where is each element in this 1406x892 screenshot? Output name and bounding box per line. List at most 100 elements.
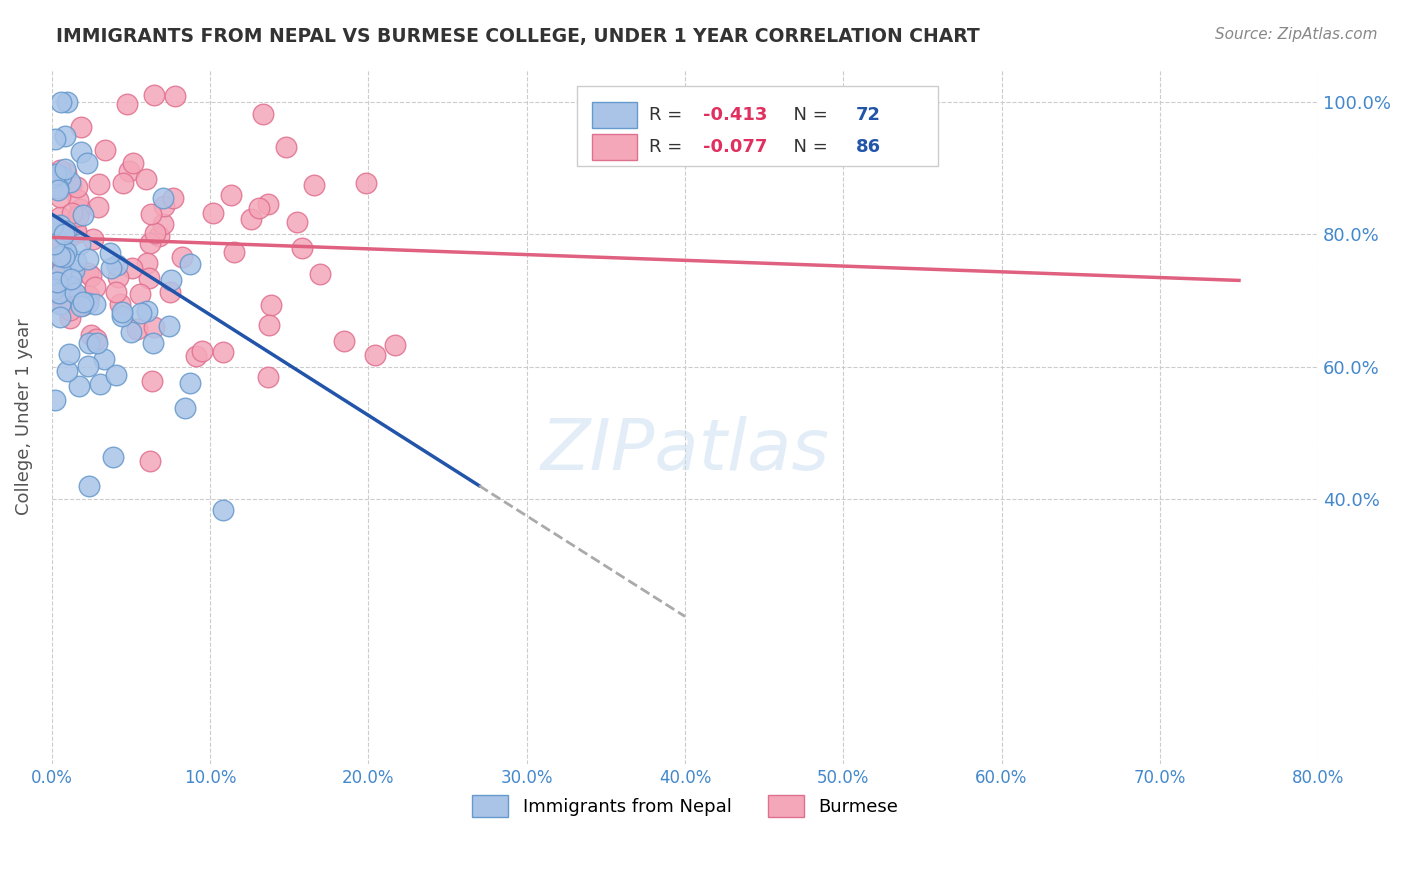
Point xyxy=(212,344,235,359)
Point xyxy=(105,285,128,299)
Point xyxy=(48,239,70,253)
Point xyxy=(136,256,159,270)
Point xyxy=(82,231,104,245)
Point xyxy=(55,244,77,259)
Point xyxy=(48,219,70,234)
Point xyxy=(100,260,122,275)
Point xyxy=(45,167,67,181)
Point xyxy=(60,206,83,220)
Text: IMMIGRANTS FROM NEPAL VS BURMESE COLLEGE, UNDER 1 YEAR CORRELATION CHART: IMMIGRANTS FROM NEPAL VS BURMESE COLLEGE… xyxy=(56,27,980,45)
Point xyxy=(49,291,72,305)
Point xyxy=(59,176,82,190)
FancyBboxPatch shape xyxy=(592,102,637,128)
Point xyxy=(67,193,90,207)
Point xyxy=(76,155,98,169)
Point xyxy=(69,237,91,252)
Point xyxy=(53,129,76,144)
Point xyxy=(58,347,80,361)
Point xyxy=(52,250,75,264)
Point xyxy=(46,183,69,197)
Point xyxy=(49,95,72,109)
Point xyxy=(63,262,86,277)
Point xyxy=(287,215,309,229)
Point xyxy=(107,270,129,285)
Point xyxy=(110,305,132,319)
Text: 72: 72 xyxy=(856,106,882,124)
Point xyxy=(184,350,207,364)
Point xyxy=(121,261,143,276)
Point xyxy=(49,250,72,264)
Point xyxy=(302,178,325,193)
Point xyxy=(135,172,157,186)
Point xyxy=(87,200,110,214)
Legend: Immigrants from Nepal, Burmese: Immigrants from Nepal, Burmese xyxy=(465,788,905,824)
Point xyxy=(222,244,245,259)
Point xyxy=(60,179,83,194)
Point xyxy=(159,319,181,334)
Point xyxy=(51,284,73,298)
Text: -0.077: -0.077 xyxy=(703,138,768,156)
Point xyxy=(139,236,162,251)
Point xyxy=(252,107,274,121)
Point xyxy=(80,327,103,342)
Point xyxy=(58,231,80,245)
Point xyxy=(257,318,280,333)
Point xyxy=(84,280,107,294)
Point xyxy=(172,250,194,264)
Point xyxy=(55,245,77,260)
Point xyxy=(67,378,90,392)
Point xyxy=(77,289,100,303)
Point xyxy=(77,359,100,373)
Point xyxy=(53,227,76,242)
FancyBboxPatch shape xyxy=(592,134,637,161)
Point xyxy=(247,202,270,216)
Point xyxy=(55,364,77,378)
Point xyxy=(42,218,65,232)
Point xyxy=(48,264,70,278)
Point xyxy=(148,229,170,244)
Point xyxy=(70,120,93,134)
Point xyxy=(221,188,243,202)
Point xyxy=(83,296,105,310)
Point xyxy=(152,218,174,232)
Point xyxy=(77,266,100,280)
Point xyxy=(48,219,70,233)
Point xyxy=(48,220,70,235)
Text: R =: R = xyxy=(650,106,689,124)
Point xyxy=(291,241,314,255)
Point xyxy=(49,265,72,279)
Text: -0.413: -0.413 xyxy=(703,106,768,124)
Point xyxy=(65,254,87,268)
Text: Source: ZipAtlas.com: Source: ZipAtlas.com xyxy=(1215,27,1378,42)
Point xyxy=(84,332,107,346)
Point xyxy=(42,282,65,296)
Point xyxy=(48,232,70,246)
Point xyxy=(274,140,297,154)
Point xyxy=(212,503,235,517)
Point xyxy=(111,309,134,323)
Point xyxy=(260,298,283,312)
Point xyxy=(45,275,67,289)
Point xyxy=(86,335,108,350)
Point xyxy=(48,169,70,184)
Point xyxy=(179,376,201,390)
Point xyxy=(122,155,145,169)
Point xyxy=(89,177,111,191)
Point xyxy=(162,190,184,204)
Point xyxy=(44,393,66,408)
Point xyxy=(63,285,86,300)
Point xyxy=(69,299,91,313)
Point xyxy=(69,202,91,217)
Point xyxy=(42,279,65,293)
Text: R =: R = xyxy=(650,138,689,156)
Point xyxy=(152,191,174,205)
Point xyxy=(240,212,263,227)
Point xyxy=(44,170,66,185)
Point xyxy=(66,179,89,194)
Point xyxy=(117,97,139,112)
FancyBboxPatch shape xyxy=(578,86,938,166)
Point xyxy=(89,377,111,392)
Point xyxy=(48,190,70,204)
Point xyxy=(42,236,65,251)
Point xyxy=(163,89,186,103)
